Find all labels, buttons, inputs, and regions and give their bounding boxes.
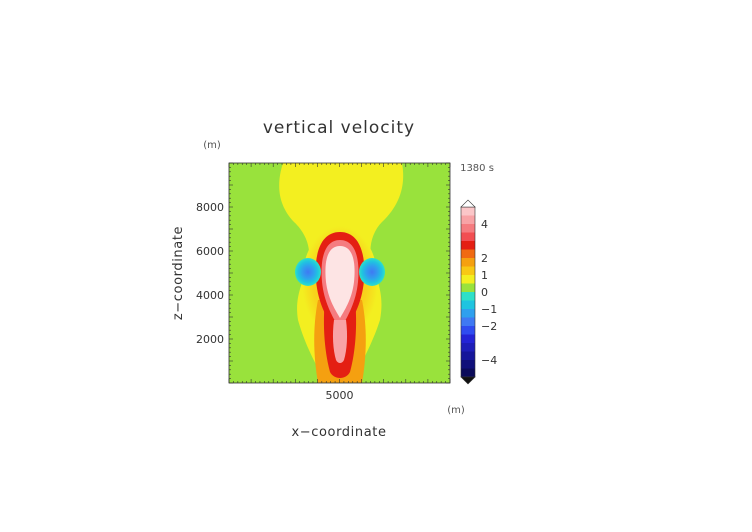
colorbar-segment [461,224,475,233]
colorbar-segment [461,275,475,284]
colorbar-bottom-arrow [460,376,476,385]
y-unit-label: (m) [203,140,221,151]
y-tick-label: 6000 [196,245,224,258]
colorbar-tick-label: −1 [481,303,497,316]
x-tick-label: 5000 [326,389,354,402]
colorbar-tick-label: 1 [481,269,488,282]
colorbar-segment [461,317,475,326]
x-axis-label: x−coordinate [291,425,386,440]
colorbar-labels: 4 2 1 0 −1 −2 −4 [481,218,497,367]
colorbar-segment [461,232,475,241]
x-tick-labels: 5000 [326,389,354,402]
y-axis-label: z−coordinate [171,226,186,320]
colorbar-tick-label: −4 [481,354,497,367]
colorbar-tick-label: 4 [481,218,488,231]
colorbar [460,199,476,385]
colorbar-tick-label: −2 [481,320,497,333]
field-downdraft-left [295,258,321,286]
field-downdraft-right [359,258,385,286]
colorbar-top-arrow [460,199,476,208]
colorbar-segment [461,266,475,275]
colorbar-segment [461,300,475,309]
x-unit-label: (m) [447,405,465,416]
colorbar-segment [461,351,475,360]
colorbar-segment [461,334,475,343]
field-pink-stem [332,320,348,363]
colorbar-segment [461,326,475,335]
colorbar-segment [461,309,475,318]
colorbar-tick-label: 0 [481,286,488,299]
colorbar-segment [461,283,475,292]
y-tick-labels: 2000 4000 6000 8000 [196,201,224,346]
y-tick-label: 2000 [196,333,224,346]
axis-ticks [228,162,451,384]
chart-title: vertical velocity [263,118,415,138]
y-tick-label: 8000 [196,201,224,214]
colorbar-segment [461,207,475,216]
colorbar-segment [461,360,475,369]
colorbar-segment [461,343,475,352]
colorbar-segment [461,241,475,250]
time-label: 1380 s [460,163,494,174]
y-tick-label: 4000 [196,289,224,302]
colorbar-segment [461,292,475,301]
colorbar-segment [461,258,475,267]
plot-area [229,163,450,383]
colorbar-segment [461,249,475,258]
colorbar-segment [461,215,475,224]
colorbar-tick-label: 2 [481,252,488,265]
colorbar-segment [461,368,475,377]
field-peak [325,246,355,318]
